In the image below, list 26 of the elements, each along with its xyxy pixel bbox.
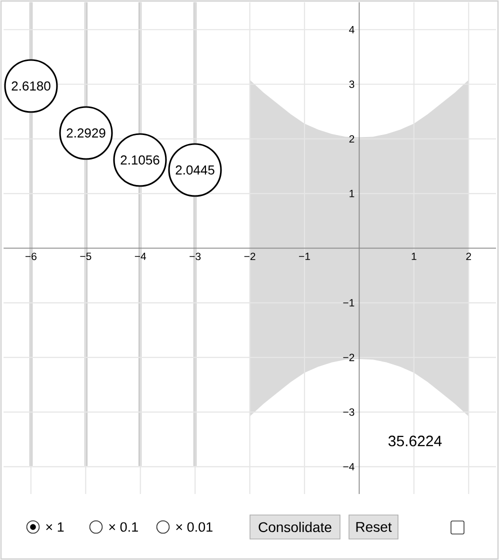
y-tick-label: 2 — [349, 135, 354, 143]
text: × 1 — [46, 522, 64, 532]
annotation: 2.6180 — [12, 81, 50, 91]
y-tick-label: −4 — [343, 463, 354, 470]
y-tick-label: 3 — [349, 80, 354, 88]
annotation: 2.2929 — [66, 128, 106, 138]
annotation: 2.1056 — [120, 155, 160, 165]
annotation: 2.0445 — [176, 165, 214, 175]
annotation: 35.6224 — [388, 436, 442, 446]
text: × 0.1 — [109, 522, 138, 532]
y-tick-label: −1 — [343, 299, 354, 306]
text: × 0.01 — [176, 522, 212, 532]
x-tick-label: −5 — [80, 252, 92, 260]
y-tick-label: −2 — [343, 354, 354, 362]
x-tick-label: −4 — [134, 252, 146, 260]
x-tick-label: 1 — [412, 252, 416, 260]
x-tick-label: −2 — [244, 252, 256, 260]
x-tick-label: −1 — [299, 252, 310, 260]
x-tick-label: 2 — [466, 252, 472, 260]
x-tick-label: −3 — [190, 252, 201, 260]
y-tick-label: 1 — [350, 190, 354, 198]
text: Reset — [356, 522, 392, 532]
y-tick-label: 4 — [349, 26, 354, 34]
text: Consolidate — [258, 522, 332, 532]
y-tick-label: −3 — [343, 408, 354, 416]
x-tick-label: −6 — [25, 252, 36, 260]
